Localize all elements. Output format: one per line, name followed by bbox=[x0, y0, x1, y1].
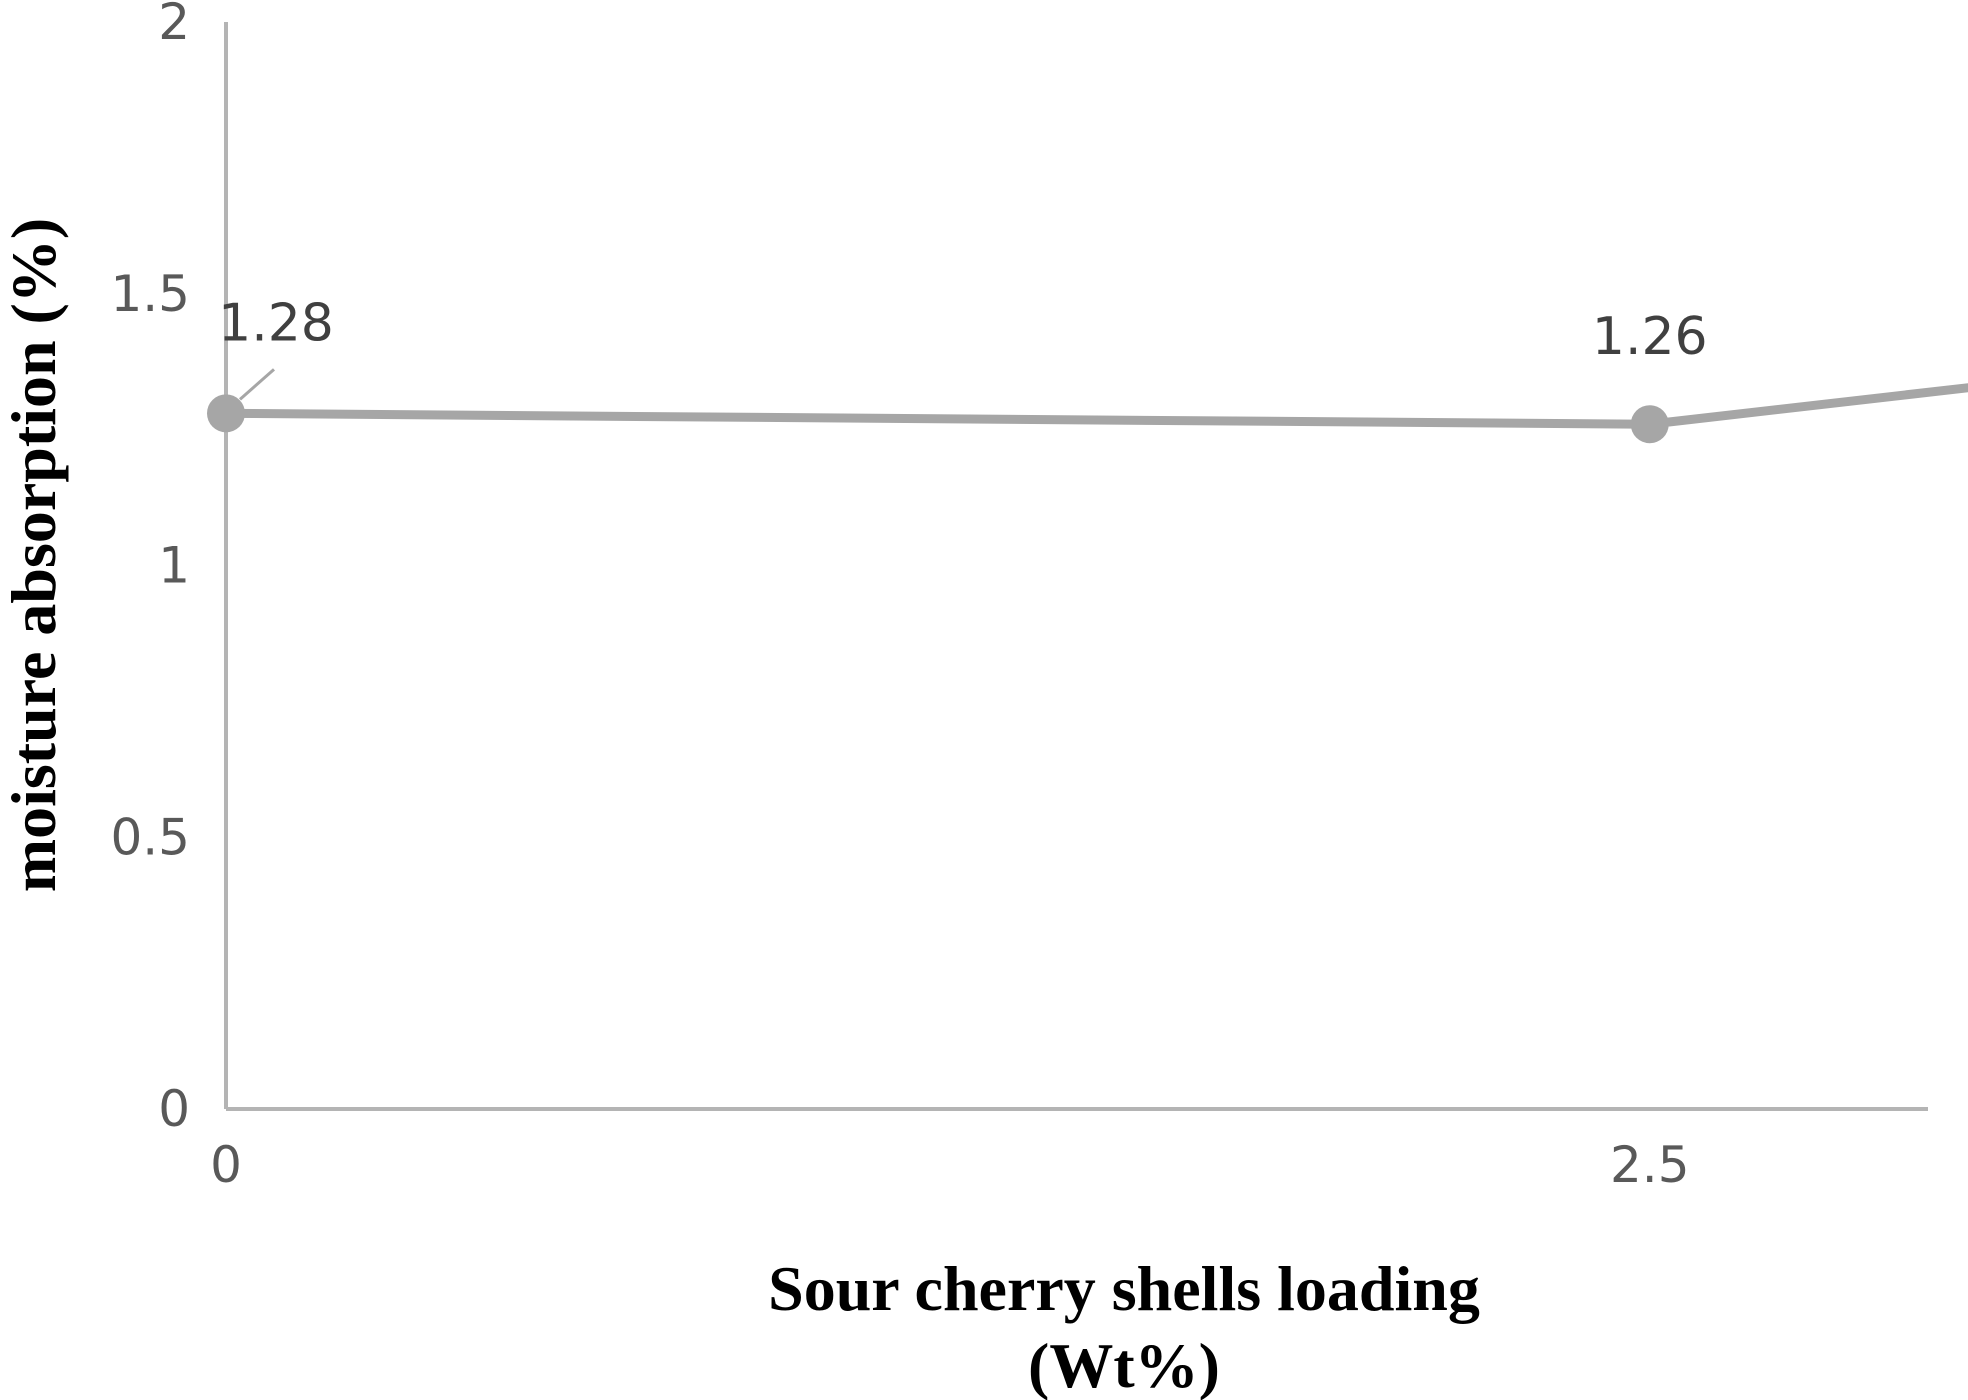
x-tick-label: 2.5 bbox=[1610, 1136, 1690, 1194]
series-line bbox=[221, 383, 1968, 429]
data-label-leader bbox=[239, 368, 275, 401]
x-axis-title-line-1: Sour cherry shells loading bbox=[768, 1253, 1480, 1324]
data-point bbox=[1630, 405, 1669, 444]
y-tick-label: 0.5 bbox=[110, 808, 190, 866]
data-point bbox=[207, 394, 245, 433]
series-layer bbox=[207, 383, 1968, 444]
x-axis-ticks: 02.557.5 bbox=[210, 1136, 1690, 1194]
data-label: 1.28 bbox=[218, 293, 334, 353]
x-tick-label: 0 bbox=[210, 1136, 242, 1194]
y-axis-title: moisture absorption (%) bbox=[0, 218, 69, 892]
data-labels-layer: 1.281.261.561.84 bbox=[218, 293, 1708, 401]
y-tick-label: 0 bbox=[158, 1080, 190, 1138]
y-axis-ticks: 0 0.5 1 1.5 2 bbox=[110, 0, 190, 1138]
y-tick-label: 1.5 bbox=[110, 265, 190, 323]
data-label: 1.26 bbox=[1592, 307, 1708, 367]
x-axis-title-line-2: (Wt%) bbox=[1028, 1330, 1220, 1400]
y-tick-label: 1 bbox=[158, 537, 190, 595]
y-tick-label: 2 bbox=[158, 0, 190, 51]
